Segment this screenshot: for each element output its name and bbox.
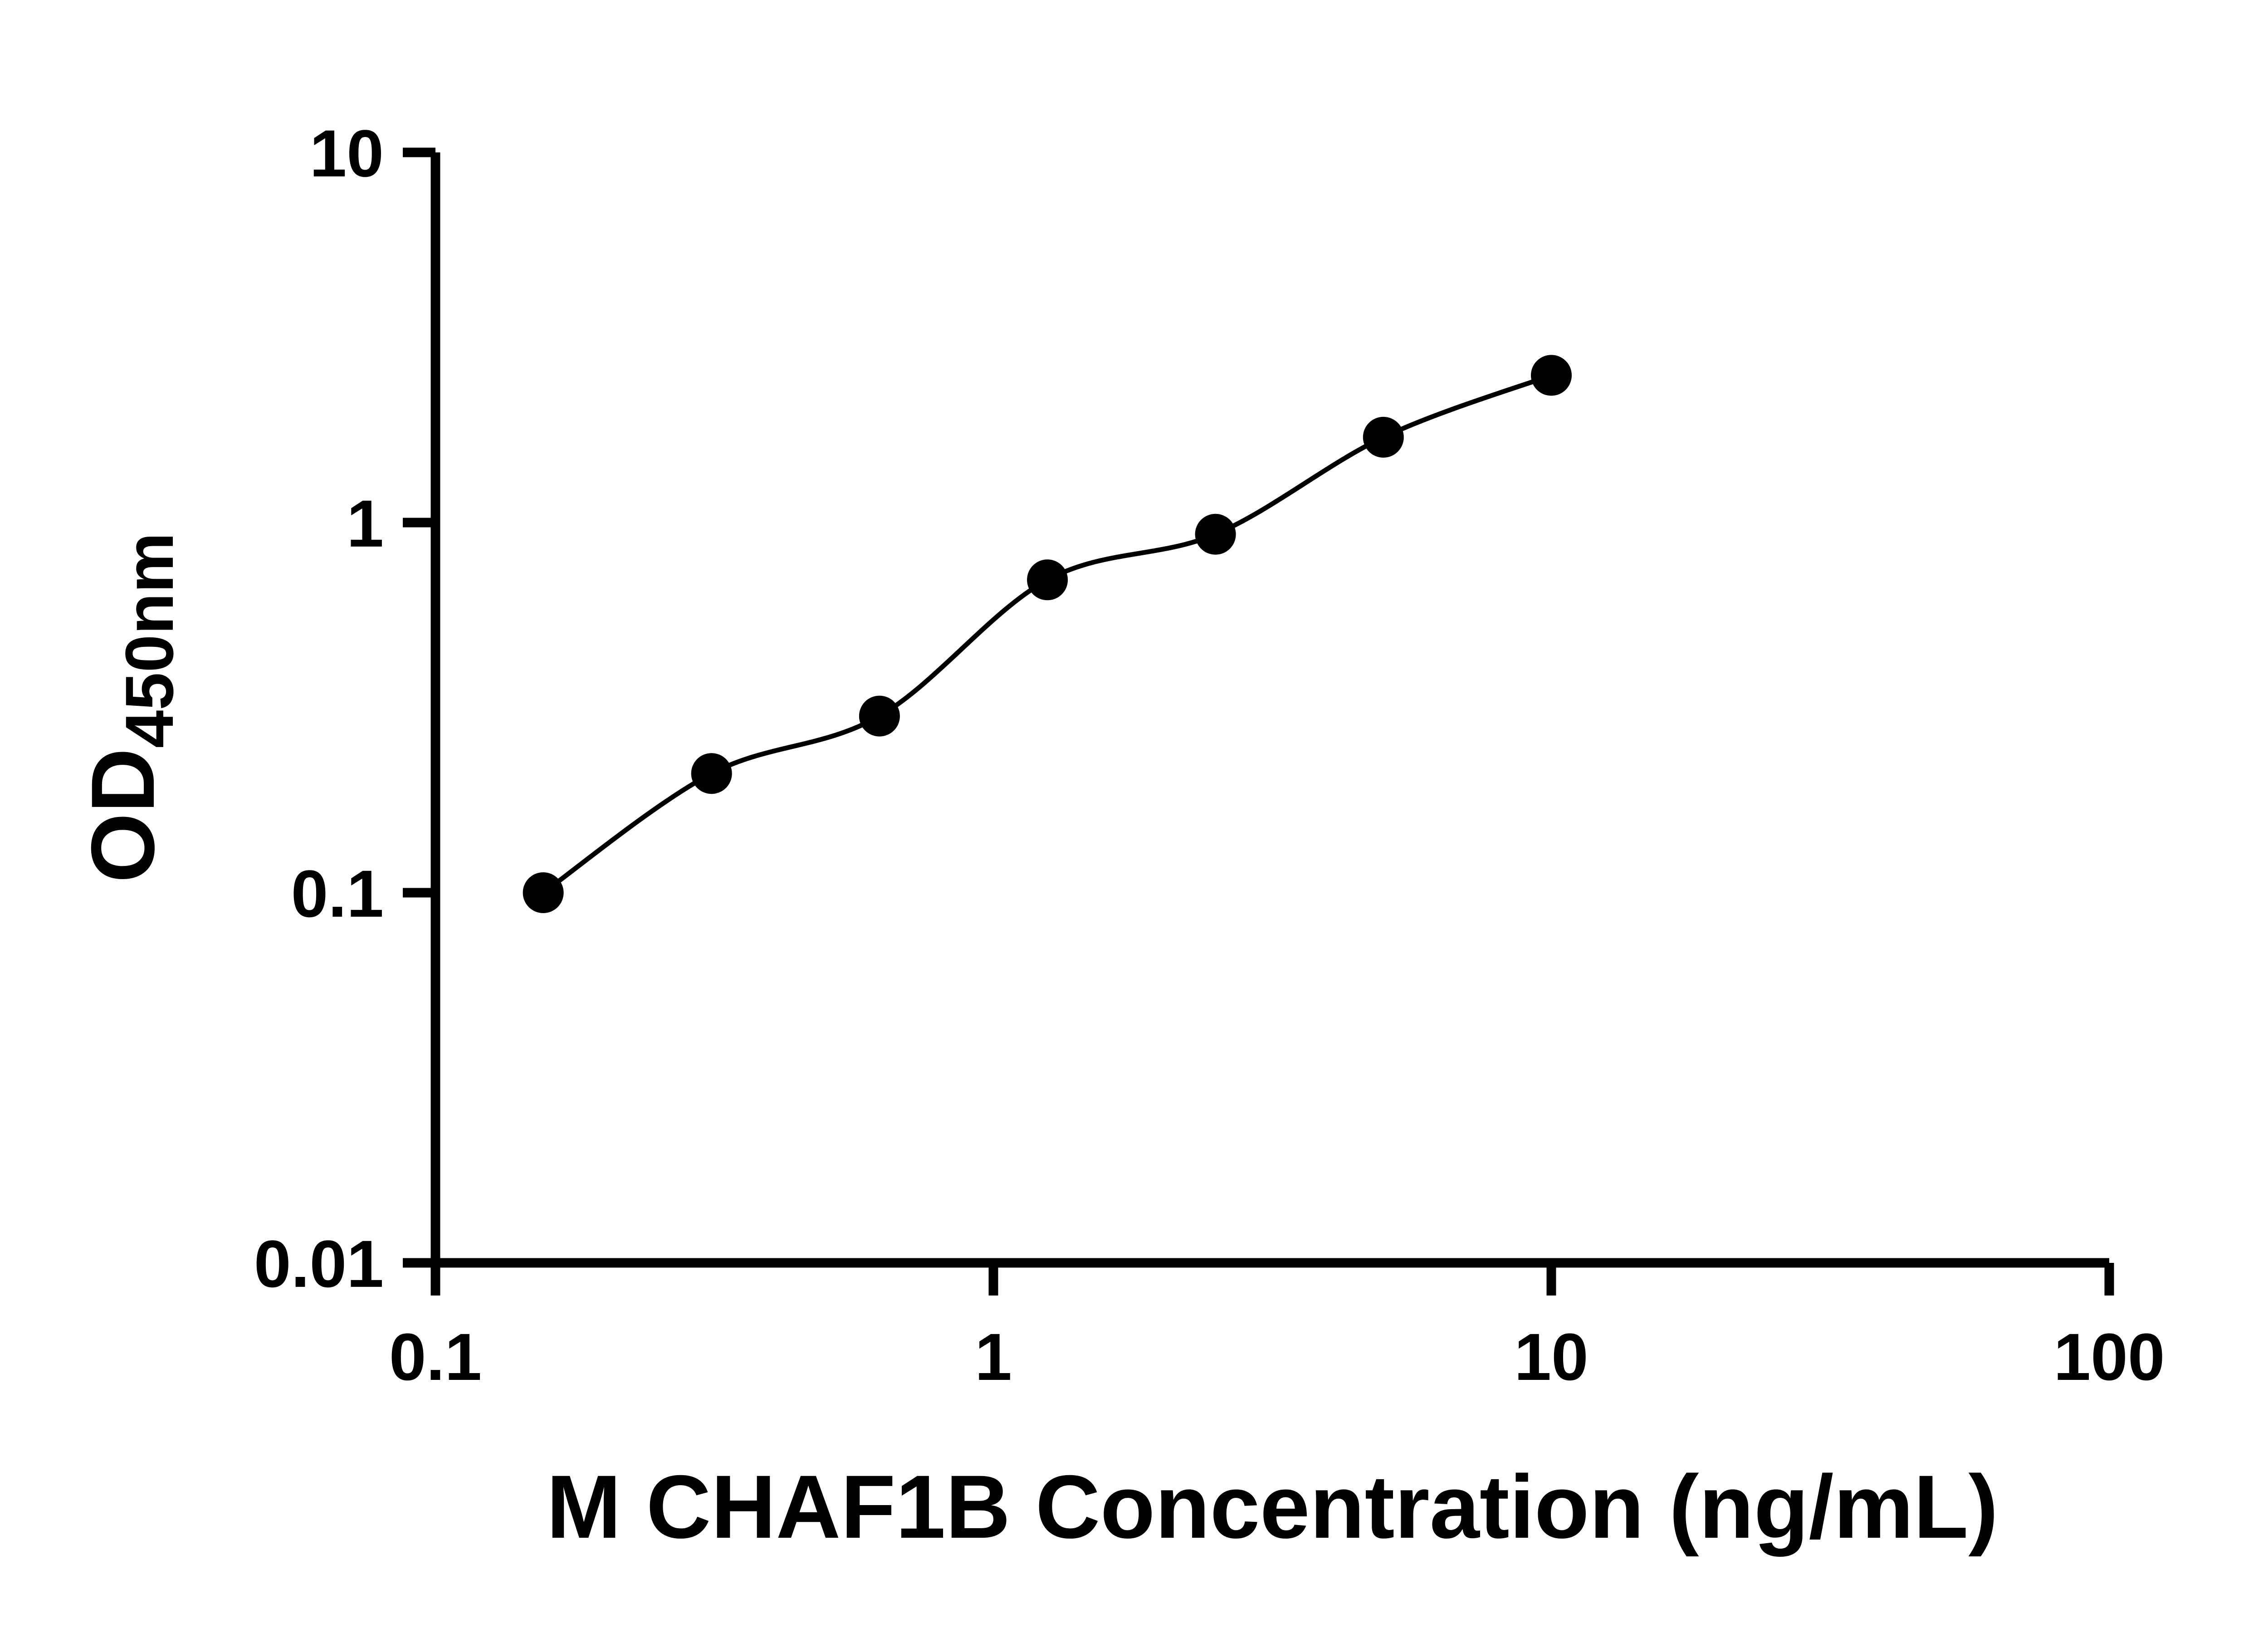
data-point — [1363, 416, 1404, 458]
data-point — [1531, 355, 1572, 396]
data-point — [1195, 513, 1236, 555]
y-axis-label-main: OD — [73, 748, 173, 883]
x-axis-tick-label: 100 — [2053, 1320, 2165, 1394]
x-axis-tick-label: 1 — [975, 1320, 1012, 1394]
y-axis-tick-label: 10 — [309, 117, 384, 191]
y-axis-label-subscript: 450nm — [111, 533, 187, 748]
y-axis-tick-label: 0.1 — [291, 857, 384, 931]
data-point — [1027, 559, 1068, 601]
data-series — [523, 355, 1572, 913]
axis-lines — [430, 152, 2109, 1268]
fit-curve — [542, 373, 1552, 895]
data-point — [523, 872, 564, 913]
data-point — [691, 753, 732, 794]
data-point — [859, 695, 900, 737]
x-axis-tick-label: 10 — [1514, 1320, 1589, 1394]
x-axis-label: M CHAF1B Concentration (ng/mL) — [547, 1457, 1999, 1557]
y-axis-label: OD450nm — [73, 533, 187, 883]
y-axis-tick-label: 1 — [347, 487, 384, 561]
x-axis-tick-label: 0.1 — [389, 1320, 482, 1394]
y-axis-tick-label: 0.01 — [254, 1227, 384, 1301]
